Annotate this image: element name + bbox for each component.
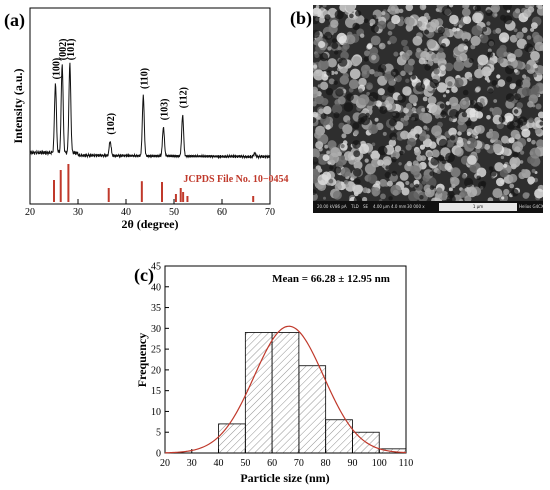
histogram-x-tick-label: 40 (214, 458, 224, 469)
histogram-bar (218, 423, 246, 454)
histogram-y-tick-label: 20 (151, 365, 161, 376)
histogram-y-tick-label: 5 (156, 428, 161, 439)
jcpds-reference-label: JCPDS File No. 10−0454 (183, 174, 288, 185)
histogram-x-tick-label: 60 (267, 458, 277, 469)
xrd-x-tick-label: 70 (265, 207, 275, 218)
histogram-x-tick-label: 20 (160, 458, 170, 469)
xrd-x-tick-label: 40 (121, 207, 131, 218)
sem-scale-bar: 1 μm (439, 203, 517, 211)
xrd-plot-frame (29, 7, 271, 205)
panel-b-label: (b) (290, 8, 312, 29)
histogram-y-tick-label: 35 (151, 303, 161, 314)
sem-current: 86 pA (335, 204, 347, 209)
xrd-pattern-line (29, 62, 271, 160)
histogram-x-tick-label: 100 (372, 458, 387, 469)
panel-c-label: (c) (134, 265, 154, 286)
xrd-x-axis-title: 2θ (degree) (121, 217, 178, 231)
xrd-plot-area: 20 30 40 50 60 70 (100)(002)(101) (102) (110) (10… (25, 39, 275, 218)
xrd-peak-label: (100) (51, 58, 62, 80)
xrd-peak-label: (112) (179, 87, 190, 108)
histogram-y-tick-label: 15 (151, 386, 161, 397)
xrd-peak-label: (002) (58, 39, 69, 61)
sem-particle-texture (313, 5, 543, 201)
histogram-bar (325, 419, 353, 454)
histogram-y-tick-label: 25 (151, 345, 161, 356)
gaussian-fit-curve (164, 325, 407, 454)
histogram-x-tick-label: 80 (321, 458, 331, 469)
sem-detector: TLD (351, 204, 359, 209)
sem-instrument: Helios G4CX (519, 204, 543, 209)
xrd-peak-label: (101) (66, 39, 77, 61)
sem-hv: 20.00 kV (317, 204, 335, 209)
xrd-peak-label: (103) (159, 99, 170, 121)
panel-a: (a) 20 30 40 50 60 70 (100)(002)(101) (102) (110… (4, 7, 289, 231)
xrd-y-axis-title: Intensity (a.u.) (11, 68, 25, 143)
sem-scale-label: 1 μm (472, 204, 484, 209)
sem-mode: SE (363, 204, 369, 209)
histogram-x-tick-label: 110 (399, 458, 414, 469)
histogram-x-tick-label: 70 (294, 458, 304, 469)
histogram-plot-area: 20 30 40 50 60 70 80 90 100 110 0 5 10 15 20 25 30 35 40 45 (151, 262, 413, 470)
xrd-x-tick-label: 60 (217, 207, 227, 218)
histogram-y-axis-title: Frequency (135, 333, 149, 387)
histogram-y-tick-label: 30 (151, 324, 161, 335)
sem-mag: 30 000 x (407, 204, 425, 209)
histogram-y-tick-label: 45 (151, 262, 161, 273)
xrd-x-tick-label: 50 (169, 207, 179, 218)
xrd-x-tick-label: 20 (25, 207, 35, 218)
xrd-x-tick-label: 30 (73, 207, 83, 218)
sem-wd: 4.0 mm (391, 204, 407, 209)
histogram-x-tick-label: 50 (240, 458, 250, 469)
histogram-bar (271, 332, 300, 454)
histogram-y-tick-label: 40 (151, 282, 161, 293)
histogram-x-axis-title: Particle size (nm) (240, 471, 329, 485)
sem-hfw: 4.00 μm (373, 204, 390, 209)
mean-annotation: Mean = 66.28 ± 12.95 nm (272, 273, 390, 285)
sem-image: 20.00 kV 86 pA TLD SE 4.00 μm 4.0 mm 30 … (313, 5, 543, 213)
histogram-x-tick-label: 30 (187, 458, 197, 469)
xrd-peak-label: (102) (106, 113, 117, 135)
histogram-bar (244, 332, 273, 454)
sem-info-bar: 20.00 kV 86 pA TLD SE 4.00 μm 4.0 mm 30 … (313, 201, 543, 213)
histogram-y-tick-label: 10 (151, 407, 161, 418)
panel-a-label: (a) (4, 10, 25, 31)
histogram-x-tick-label: 90 (347, 458, 357, 469)
histogram-bar (298, 365, 327, 454)
xrd-peak-label: (110) (139, 68, 150, 89)
histogram-y-tick-label: 0 (156, 449, 161, 460)
panel-c: (c) 20 30 40 50 60 70 80 90 100 110 0 5 10 15 20 25 30 35… (134, 262, 413, 486)
